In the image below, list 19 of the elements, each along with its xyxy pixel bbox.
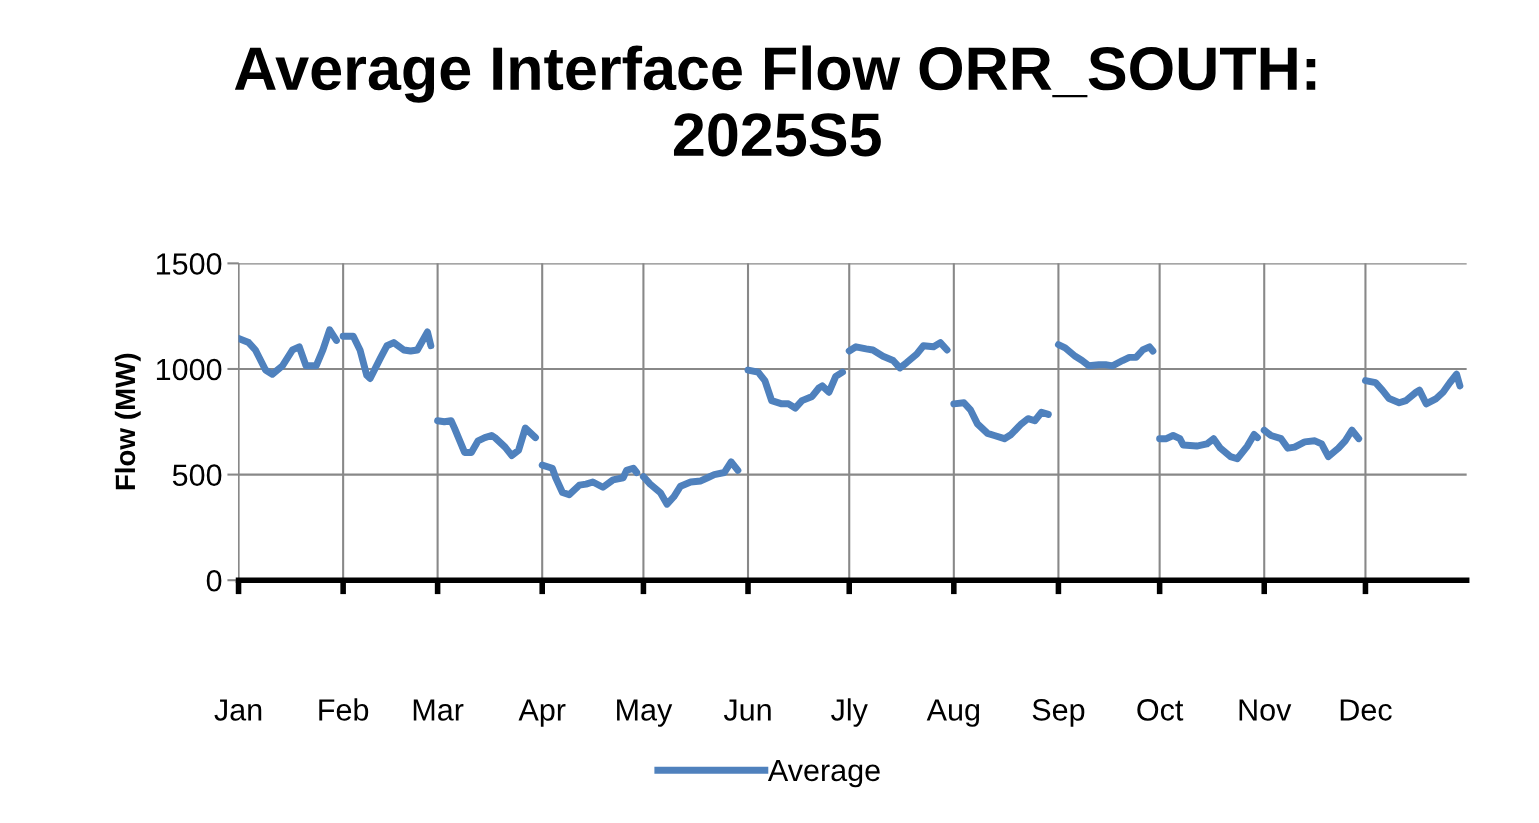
- y-tick-label: 1000: [156, 358, 222, 381]
- x-tick-label: Dec: [1340, 699, 1392, 721]
- x-tick-label: May: [617, 699, 673, 727]
- x-tick-label: Sep: [1032, 699, 1085, 727]
- x-tick-label: Aug: [926, 699, 980, 727]
- y-tick-label: 500: [172, 464, 222, 486]
- x-tick-label: Jan: [214, 699, 262, 721]
- x-tick-label: Mar: [413, 699, 464, 721]
- legend-label: Average: [767, 759, 880, 788]
- y-tick-label: 0: [206, 569, 222, 592]
- y-tick-label: 1500: [156, 253, 222, 275]
- x-tick-label: Oct: [1137, 699, 1184, 721]
- x-tick-label: Apr: [518, 699, 566, 727]
- x-tick-label: Jly: [831, 698, 868, 727]
- y-axis-title: Flow (MW): [114, 353, 141, 490]
- chart-title: Average Interface Flow ORR_SOUTH: 2025S5: [234, 45, 1316, 157]
- x-tick-label: Nov: [1239, 699, 1292, 721]
- x-tick-label: Jun: [723, 699, 771, 721]
- x-tick-label: Feb: [319, 698, 369, 721]
